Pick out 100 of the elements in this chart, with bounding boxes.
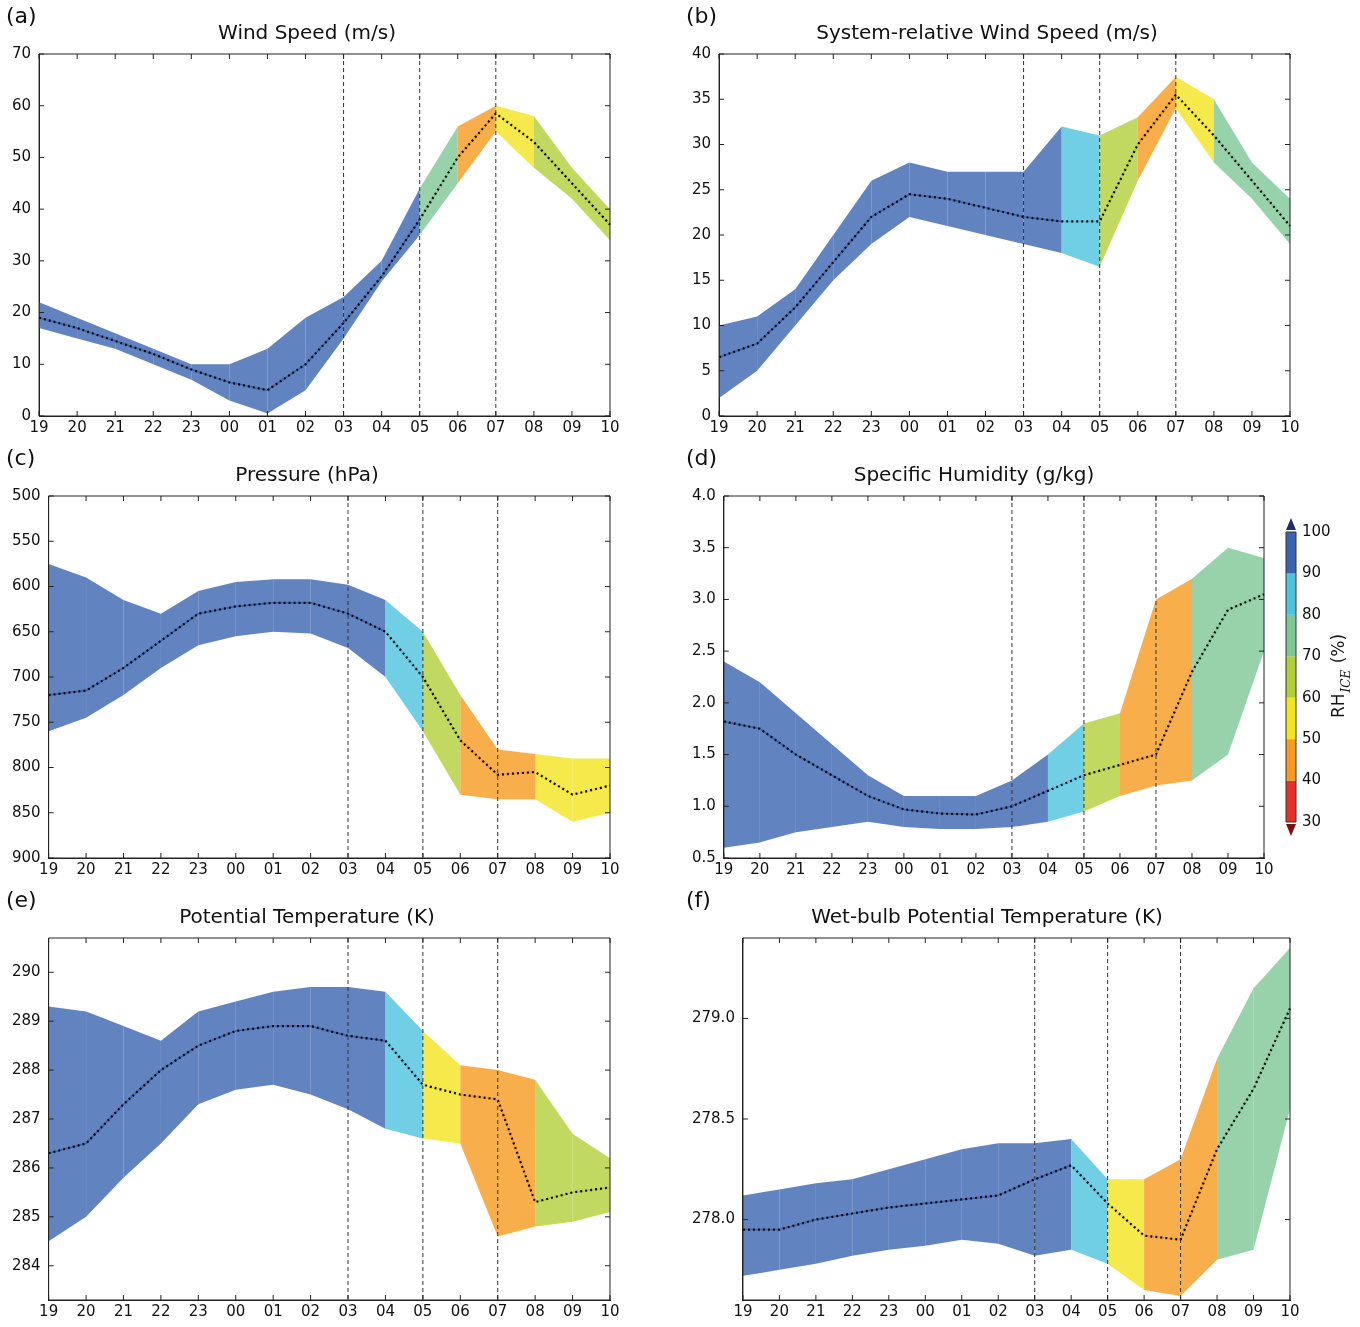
x-tick-label: 02 [301, 1301, 321, 1320]
y-tick-label: 1.5 [692, 744, 716, 763]
x-tick-label: 21 [806, 1301, 826, 1320]
y-tick-label: 800 [11, 757, 41, 776]
x-tick-label: 19 [709, 417, 729, 436]
x-tick-label: 08 [1182, 859, 1202, 878]
y-tick-label: 700 [11, 666, 41, 685]
y-tick-label: 30 [11, 250, 32, 269]
x-tick-label: 04 [1061, 1301, 1081, 1320]
x-tick-label: 21 [113, 859, 134, 878]
x-tick-label: 19 [29, 417, 49, 436]
text: (d) [686, 444, 718, 470]
y-tick-label: 30 [691, 134, 712, 153]
y-tick-label: 550 [11, 531, 41, 550]
y-tick-label: 288 [11, 1059, 41, 1078]
color-bar-label: 40 [1302, 770, 1322, 789]
x-tick-label: 20 [747, 417, 767, 436]
x-tick-label: 07 [488, 859, 508, 878]
y-tick-label: 3.0 [692, 589, 716, 608]
x-tick-label: 05 [413, 1301, 433, 1320]
y-tick-label: 10 [691, 315, 712, 334]
color-bar-title: RHICE (%) [1328, 633, 1354, 719]
color-bar-label: 80 [1302, 604, 1322, 623]
x-tick-label: 05 [1074, 859, 1094, 878]
y-tick-label: 2.5 [692, 641, 716, 660]
x-tick-label: 00 [219, 417, 239, 436]
x-tick-label: 03 [334, 417, 354, 436]
color-bar-label: 30 [1302, 811, 1322, 830]
x-tick-label: 03 [1025, 1301, 1045, 1320]
x-tick-label: 06 [450, 859, 470, 878]
x-tick-label: 01 [263, 1301, 283, 1320]
x-tick-label: 20 [769, 1301, 789, 1320]
y-tick-label: 0.5 [692, 847, 716, 866]
x-tick-label: 22 [822, 859, 842, 878]
x-tick-label: 04 [1038, 859, 1058, 878]
x-tick-label: 10 [1254, 859, 1274, 878]
y-tick-label: 25 [691, 179, 712, 198]
y-tick-label: 278.5 [691, 1108, 735, 1127]
x-tick-label: 07 [486, 417, 506, 436]
x-tick-label: 23 [879, 1301, 899, 1320]
x-tick-label: 00 [226, 859, 246, 878]
x-tick-label: 01 [257, 417, 277, 436]
y-tick-label: 750 [11, 712, 41, 731]
x-tick-label: 00 [894, 859, 914, 878]
y-tick-label: 279.0 [691, 1008, 735, 1027]
y-tick-label: 15 [691, 270, 712, 289]
x-tick-label: 07 [488, 1301, 508, 1320]
x-tick-label: 04 [375, 859, 395, 878]
y-tick-label: 40 [11, 199, 32, 218]
x-tick-label: 19 [714, 859, 734, 878]
x-tick-label: 02 [295, 417, 316, 436]
chart-title: Potential Temperature (K) [179, 904, 435, 929]
color-bar-label: 90 [1302, 563, 1322, 582]
y-tick-label: 290 [11, 962, 41, 981]
x-tick-label: 21 [113, 1301, 134, 1320]
y-tick-label: 10 [11, 354, 32, 373]
text: (c) [6, 444, 36, 470]
y-tick-label: 40 [691, 43, 712, 62]
x-tick-label: 23 [188, 859, 208, 878]
x-tick-label: 09 [562, 417, 582, 436]
x-tick-label: 05 [1090, 417, 1110, 436]
x-tick-label: 02 [301, 859, 321, 878]
x-tick-label: 04 [1052, 417, 1072, 436]
x-tick-label: 01 [952, 1301, 972, 1320]
y-tick-label: 500 [11, 485, 41, 504]
color-bar-label: 70 [1302, 646, 1322, 665]
chart-title: Pressure (hPa) [235, 462, 379, 487]
x-tick-label: 10 [600, 417, 620, 436]
x-tick-label: 22 [151, 859, 171, 878]
x-tick-label: 00 [226, 1301, 246, 1320]
x-tick-label: 19 [39, 859, 59, 878]
y-tick-label: 289 [11, 1011, 41, 1030]
text: (e) [6, 886, 37, 912]
x-tick-label: 10 [600, 859, 620, 878]
y-tick-label: 600 [11, 576, 41, 595]
x-tick-label: 21 [105, 417, 125, 436]
x-tick-label: 09 [1218, 859, 1238, 878]
x-tick-label: 21 [786, 859, 806, 878]
x-tick-label: 09 [563, 1301, 583, 1320]
y-tick-label: 0 [21, 405, 32, 424]
x-tick-label: 02 [975, 417, 996, 436]
x-tick-label: 00 [915, 1301, 935, 1320]
y-tick-label: 60 [11, 95, 32, 114]
y-tick-label: 650 [11, 621, 41, 640]
x-tick-label: 05 [410, 417, 430, 436]
y-tick-label: 285 [11, 1206, 41, 1225]
chart-title: Specific Humidity (g/kg) [853, 462, 1095, 487]
color-bar-label: 50 [1302, 729, 1322, 748]
x-tick-label: 10 [1280, 1301, 1300, 1320]
x-tick-label: 08 [525, 859, 545, 878]
x-tick-label: 05 [1098, 1301, 1118, 1320]
x-tick-label: 23 [188, 1301, 208, 1320]
x-tick-label: 09 [1242, 417, 1262, 436]
chart-title: Wet-bulb Potential Temperature (K) [811, 904, 1163, 929]
x-tick-label: 20 [750, 859, 770, 878]
y-tick-label: 3.5 [692, 537, 716, 556]
y-tick-label: 4.0 [692, 485, 716, 504]
y-tick-label: 70 [11, 43, 32, 62]
text: (b) [686, 2, 718, 28]
x-tick-label: 19 [733, 1301, 753, 1320]
